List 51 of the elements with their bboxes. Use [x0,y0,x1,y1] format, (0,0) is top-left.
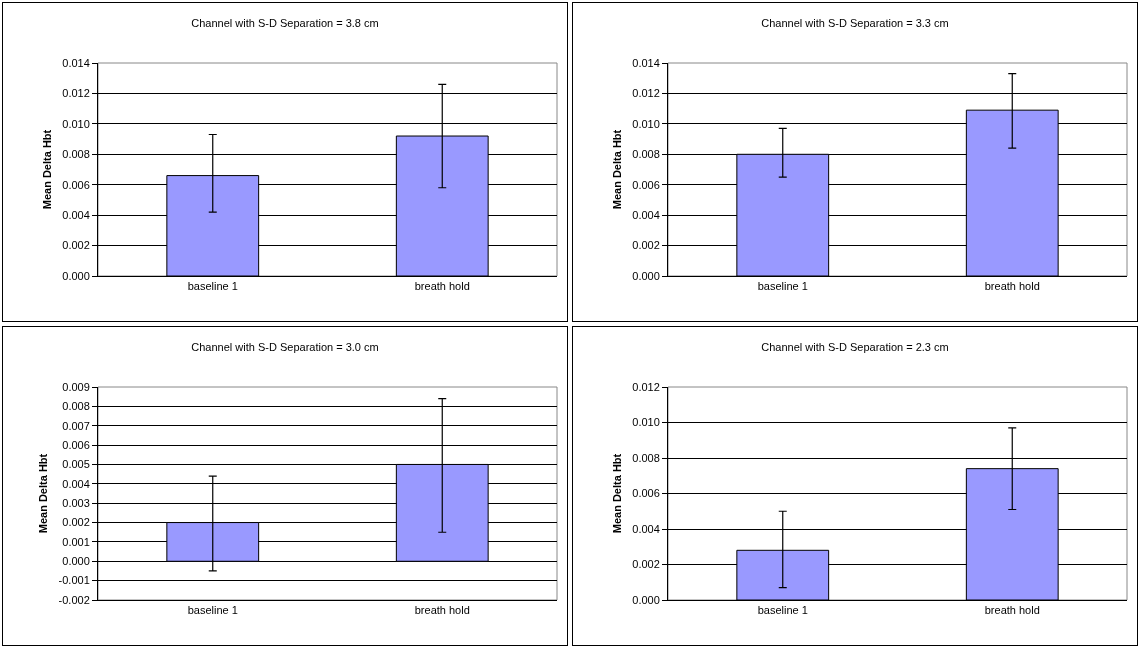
y-tick-label: 0.004 [632,522,660,535]
y-tick-label: -0.001 [58,574,90,587]
y-tick-label: 0.006 [632,178,660,191]
y-tick-label: 0.000 [62,555,90,568]
y-tick-label: 0.012 [632,87,660,100]
chart-title: Channel with S-D Separation = 3.0 cm [191,340,379,353]
y-tick-label: 0.008 [62,400,90,413]
y-tick-label: 0.004 [632,208,660,221]
x-tick-label: baseline 1 [187,280,238,293]
y-tick-label: -0.002 [58,593,90,606]
y-tick-label: 0.010 [632,416,660,429]
x-tick-label: breath hold [414,280,470,293]
y-tick-label: 0.006 [62,438,90,451]
y-tick-label: 0.010 [632,117,660,130]
y-tick-label: 0.008 [62,148,90,161]
y-tick-label: 0.008 [632,451,660,464]
y-tick-label: 0.007 [62,419,90,432]
y-tick-label: 0.000 [62,269,90,282]
y-tick-label: 0.002 [632,558,660,571]
x-tick-label: breath hold [984,604,1040,617]
x-tick-label: baseline 1 [187,604,238,617]
y-tick-label: 0.006 [62,178,90,191]
x-tick-label: baseline 1 [757,280,808,293]
y-tick-label: 0.006 [632,487,660,500]
y-tick-label: 0.000 [632,269,660,282]
y-tick-label: 0.000 [632,593,660,606]
y-tick-label: 0.010 [62,117,90,130]
y-tick-label: 0.012 [632,380,660,393]
y-axis-title: Mean Delta Hbt [37,453,50,534]
y-tick-label: 0.004 [62,208,90,221]
y-tick-label: 0.012 [62,87,90,100]
y-tick-label: 0.002 [62,516,90,529]
y-tick-label: 0.008 [632,148,660,161]
y-axis-title: Mean Delta Hbt [610,453,623,534]
y-tick-label: 0.004 [62,477,90,490]
chart-title: Channel with S-D Separation = 3.3 cm [761,16,949,29]
y-tick-label: 0.003 [62,497,90,510]
y-axis-title: Mean Delta Hbt [610,129,623,210]
y-tick-label: 0.001 [62,535,90,548]
x-tick-label: baseline 1 [757,604,808,617]
y-tick-label: 0.005 [62,458,90,471]
y-tick-label: 0.014 [632,56,660,69]
chart-title: Channel with S-D Separation = 3.8 cm [191,16,379,29]
x-tick-label: breath hold [414,604,470,617]
y-tick-label: 0.009 [62,380,90,393]
x-tick-label: breath hold [984,280,1040,293]
chart-title: Channel with S-D Separation = 2.3 cm [761,340,949,353]
y-tick-label: 0.014 [62,56,90,69]
y-tick-label: 0.002 [62,239,90,252]
y-axis-title: Mean Delta Hbt [40,129,53,210]
y-tick-label: 0.002 [632,239,660,252]
